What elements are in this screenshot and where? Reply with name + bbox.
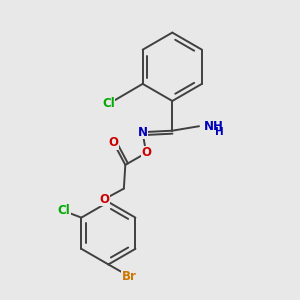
Text: N: N (138, 126, 148, 139)
Text: H: H (215, 127, 224, 136)
Text: Cl: Cl (102, 98, 115, 110)
Text: O: O (100, 193, 110, 206)
Text: O: O (108, 136, 118, 149)
Text: NH: NH (203, 120, 224, 133)
Text: Br: Br (122, 270, 136, 283)
Text: Cl: Cl (57, 204, 70, 218)
Text: O: O (141, 146, 151, 160)
